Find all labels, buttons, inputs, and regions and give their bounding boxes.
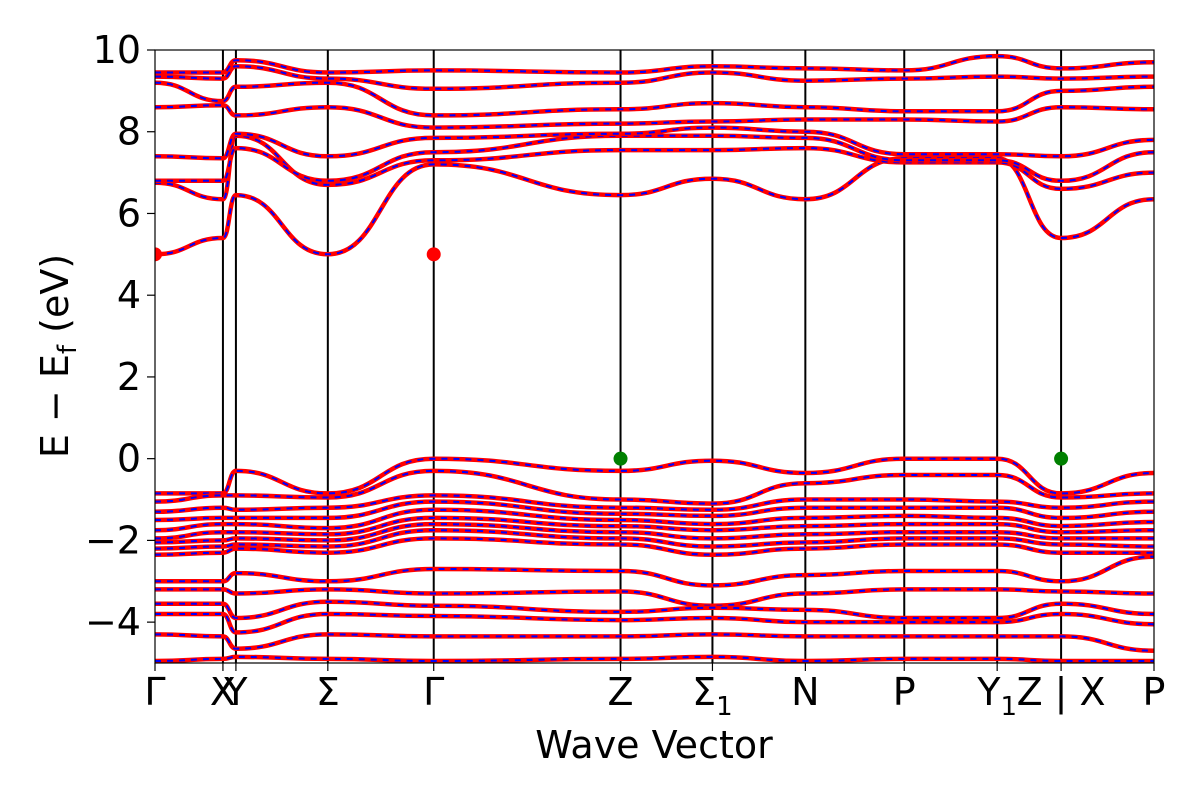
y-tick-label: 8 [117, 110, 141, 154]
x-tick-label: P [1143, 670, 1166, 714]
extremum-marker-1 [426, 247, 441, 262]
band-overlay-8 [155, 457, 1154, 495]
band-overlay-21 [155, 633, 1154, 652]
band-overlay-12 [155, 508, 1154, 532]
band-overlay-22 [155, 655, 1154, 663]
y-axis-label-unit [33, 333, 77, 345]
extremum-marker-0 [155, 247, 162, 262]
x-tick-label: N [791, 670, 819, 714]
band-overlay-20 [155, 612, 1154, 634]
band-overlay-16 [155, 537, 1154, 556]
extremum-marker-2 [613, 451, 628, 466]
y-tick-label: −4 [85, 600, 141, 644]
plot-frame [154, 49, 1155, 664]
x-tick-label: Z [608, 670, 634, 714]
x-axis-label: Wave Vector [535, 723, 773, 767]
y-axis-ticks: 10 8 6 4 2 0 −2 −4 [85, 28, 155, 644]
band-overlay-18 [155, 588, 1154, 607]
y-axis-label-units: (eV) [33, 254, 77, 333]
x-tick-label: Γ [144, 670, 165, 714]
band-line-17 [155, 554, 1154, 588]
x-tick-label: Y1 [976, 670, 1017, 722]
y-axis-label-main: E − E [33, 354, 77, 458]
y-tick-label: 10 [93, 28, 141, 72]
band-overlay-3 [155, 126, 1154, 160]
x-tick-label: Γ [423, 670, 444, 714]
band-overlay-15 [155, 529, 1154, 550]
band-line-22 [155, 654, 1154, 663]
band-overlay-13 [155, 516, 1154, 540]
y-axis-label: E − Ef (eV) [33, 254, 83, 458]
band-overlay-10 [155, 494, 1154, 513]
band-overlay-2 [155, 134, 1154, 182]
x-tick-label: Z | X [1017, 670, 1106, 715]
y-tick-label: 4 [117, 273, 141, 317]
extrema-markers [155, 247, 1069, 466]
band-overlay-9 [155, 469, 1154, 505]
y-tick-label: 2 [117, 355, 141, 399]
band-overlay-6 [155, 65, 1154, 90]
x-tick-label: P [893, 670, 916, 714]
band-overlay-5 [155, 81, 1154, 117]
x-tick-label: Y [223, 670, 248, 714]
band-line-7 [155, 53, 1154, 75]
y-axis-label-subscript: f [53, 344, 83, 354]
band-overlay-19 [155, 600, 1154, 620]
y-tick-label: −2 [85, 518, 141, 562]
y-tick-label: 0 [117, 437, 141, 481]
y-tick-label: 6 [117, 191, 141, 235]
band-overlay-14 [155, 523, 1154, 544]
band-overlay-11 [155, 500, 1154, 521]
extremum-marker-3 [1054, 451, 1069, 466]
band-line-4 [155, 102, 1154, 130]
x-tick-label: X [210, 670, 236, 714]
x-tick-label: Σ [316, 670, 340, 714]
band-lines [155, 53, 1154, 663]
